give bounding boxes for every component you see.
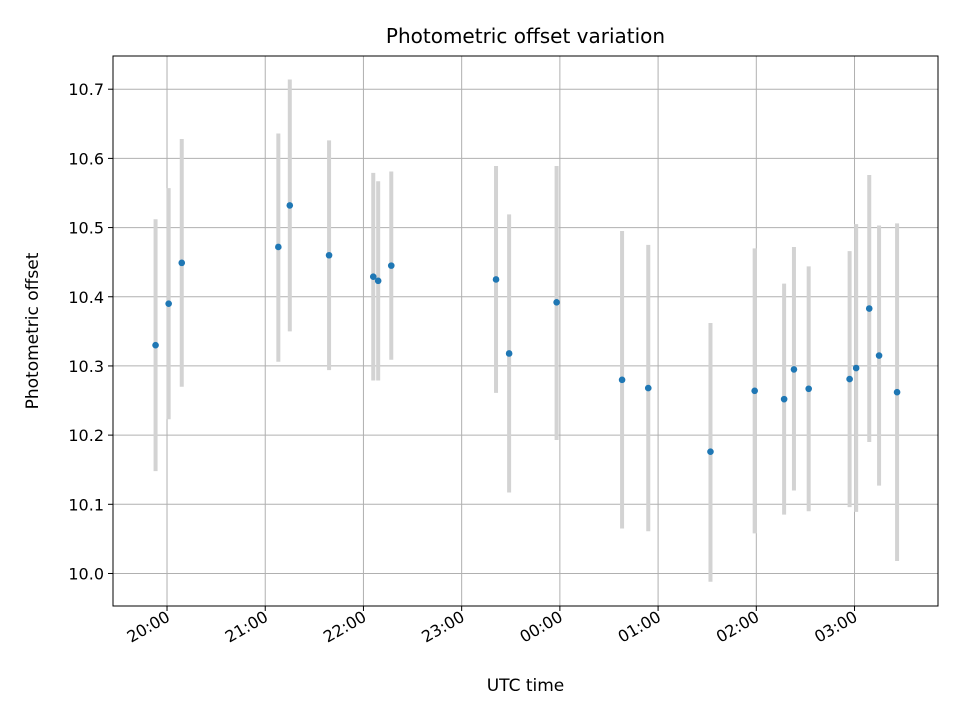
chart-title: Photometric offset variation <box>386 24 665 48</box>
data-point <box>286 202 294 209</box>
y-tick-label: 10.0 <box>68 564 104 583</box>
data-point <box>893 388 901 396</box>
data-point <box>325 251 333 259</box>
data-point <box>178 259 186 267</box>
data-point <box>618 376 626 384</box>
x-tick-label: 01:00 <box>615 607 664 647</box>
data-point <box>805 385 812 393</box>
grid <box>113 56 938 606</box>
data-point <box>751 387 758 395</box>
data-point <box>374 277 382 285</box>
data-point <box>492 276 500 283</box>
x-tick-label: 21:00 <box>222 607 271 647</box>
x-tick-label: 20:00 <box>124 607 173 647</box>
data-point <box>707 448 714 456</box>
data-point <box>875 352 883 359</box>
data-point <box>852 364 860 372</box>
y-tick-label: 10.7 <box>68 80 104 99</box>
y-axis-label: Photometric offset <box>23 252 43 409</box>
data-point <box>553 298 560 306</box>
data-point <box>165 300 172 307</box>
data-point <box>505 350 513 357</box>
data-point <box>790 366 798 373</box>
y-tick-label: 10.2 <box>68 426 104 445</box>
data-point <box>644 384 652 392</box>
x-tick-label: 02:00 <box>713 607 762 647</box>
data-point <box>275 243 282 251</box>
data-point <box>152 341 159 349</box>
x-tick-label: 23:00 <box>418 607 467 647</box>
y-tick-label: 10.5 <box>68 219 104 238</box>
data-point <box>369 273 377 280</box>
data-points <box>152 202 901 456</box>
y-tick-label: 10.6 <box>68 149 104 168</box>
x-tick-label: 00:00 <box>516 607 565 647</box>
plot-area <box>112 55 939 607</box>
x-tick-label: 22:00 <box>320 607 369 647</box>
data-point <box>387 262 395 269</box>
data-point <box>846 375 853 383</box>
data-point <box>780 395 788 403</box>
y-tick-label: 10.1 <box>68 495 104 514</box>
y-tick-label: 10.3 <box>68 357 104 376</box>
axis-ticks: 20:00 21:00 22:00 23:00 00:00 01:00 02:00 03:00… <box>68 80 860 646</box>
y-tick-label: 10.4 <box>68 288 104 307</box>
x-axis-label: UTC time <box>487 676 565 696</box>
x-tick-label: 03:00 <box>811 607 860 647</box>
data-point <box>865 305 873 312</box>
errorbars <box>153 79 900 582</box>
